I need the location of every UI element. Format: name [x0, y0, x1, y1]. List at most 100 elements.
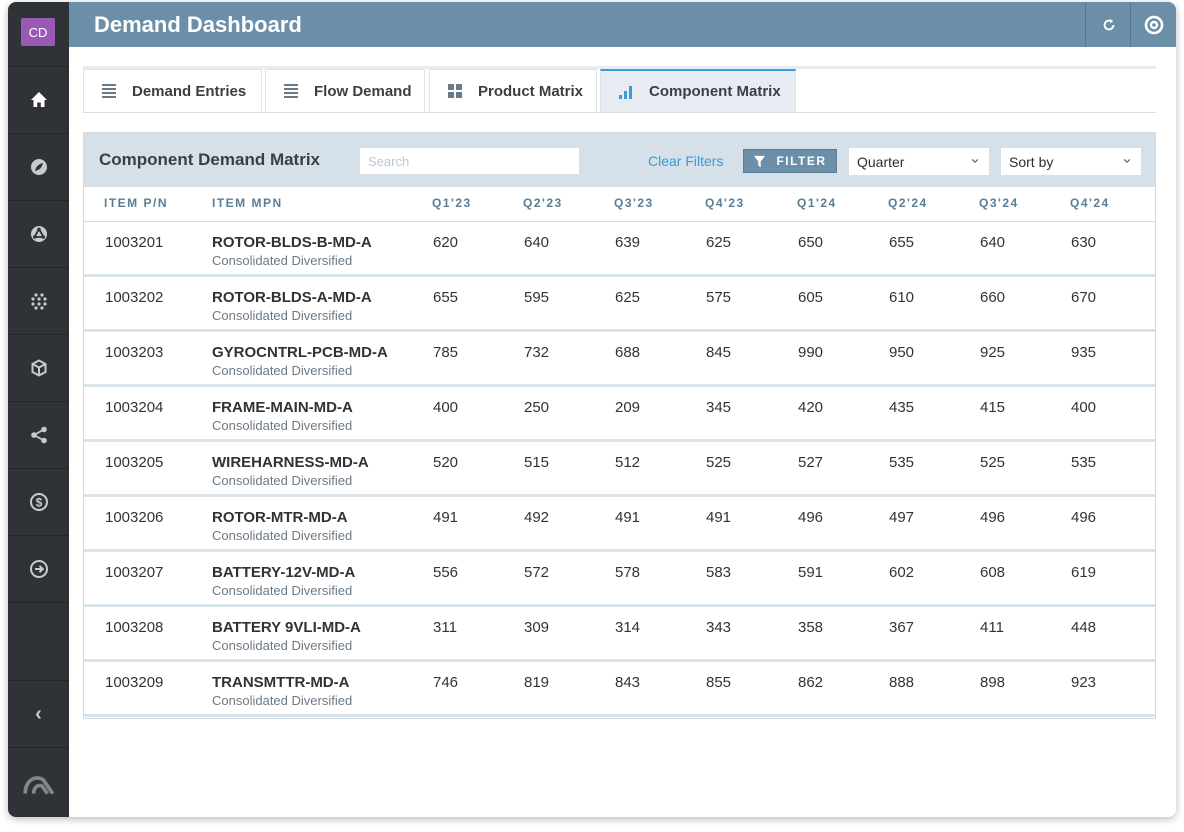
quarter-value: 655	[889, 234, 915, 251]
column-header[interactable]: Q3'23	[614, 196, 654, 210]
quarter-value: 250	[524, 399, 550, 416]
quarter-value: 496	[1071, 509, 1097, 526]
item-pn: 1003205	[105, 454, 164, 471]
refresh-icon	[1103, 18, 1114, 30]
quarter-value: 925	[980, 344, 1006, 361]
table-row[interactable]: 1003206 ROTOR-MTR-MD-A Consolidated Divers…	[84, 497, 1155, 552]
quarter-value: 411	[980, 619, 1004, 636]
sidebar-item-sustainability[interactable]	[8, 133, 69, 200]
item-manufacturer: Consolidated Diversified	[212, 253, 353, 268]
column-header[interactable]: Q2'24	[888, 196, 928, 210]
column-header[interactable]: Q1'24	[797, 196, 837, 210]
table-row[interactable]: 1003202 ROTOR-BLDS-A-MD-A Consolidated Div…	[84, 277, 1155, 332]
item-pn: 1003202	[105, 289, 164, 306]
chevron-down-icon	[971, 158, 979, 164]
chevron-down-icon	[1123, 158, 1131, 164]
sidebar-collapse-button[interactable]: ‹	[8, 680, 69, 747]
quarter-value: 497	[889, 509, 915, 526]
search-input[interactable]	[360, 148, 579, 174]
tab-component-matrix[interactable]: Component Matrix	[600, 69, 796, 112]
panel-title: Component Demand Matrix	[99, 150, 321, 169]
quarter-value: 843	[615, 674, 641, 691]
sidebar-item-home[interactable]	[8, 66, 69, 133]
column-header[interactable]: ITEM MPN	[212, 196, 283, 210]
app-window: CD $ ‹ Dema	[8, 2, 1176, 817]
list-icon	[102, 84, 116, 98]
item-pn: 1003201	[105, 234, 164, 251]
tab-product-matrix[interactable]: Product Matrix	[429, 69, 597, 112]
sidebar-item-finance[interactable]: $	[8, 468, 69, 535]
sort-select[interactable]: Sort by	[1001, 148, 1141, 175]
item-manufacturer: Consolidated Diversified	[212, 308, 353, 323]
quarter-value: 343	[706, 619, 732, 636]
quarter-value: 640	[524, 234, 550, 251]
grid-icon	[448, 84, 462, 98]
quarter-select[interactable]: Quarter	[849, 148, 989, 175]
chevron-left-icon: ‹	[35, 702, 42, 725]
quarter-value: 639	[615, 234, 641, 251]
quarter-value: 625	[706, 234, 732, 251]
account-button[interactable]	[1130, 2, 1176, 47]
refresh-button[interactable]	[1085, 2, 1131, 47]
table-row[interactable]: 1003208 BATTERY 9VLI-MD-A Consolidated Div…	[84, 607, 1155, 662]
column-header[interactable]: Q4'24	[1070, 196, 1110, 210]
sidebar: CD $ ‹	[8, 2, 69, 817]
brand-logo	[8, 747, 69, 817]
table-row[interactable]: 1003204 FRAME-MAIN-MD-A Consolidated Diver…	[84, 387, 1155, 442]
quarter-value: 610	[889, 289, 915, 306]
panel-toolbar: Component Demand Matrix Clear Filters FI…	[84, 133, 1155, 187]
filter-button[interactable]: FILTER	[743, 149, 837, 173]
page-title: Demand Dashboard	[94, 12, 302, 37]
quarter-value: 309	[524, 619, 550, 636]
logo-icon	[22, 776, 54, 795]
tab-label: Demand Entries	[132, 82, 247, 100]
tab-demand-entries[interactable]: Demand Entries	[83, 69, 262, 112]
column-header[interactable]: Q2'23	[523, 196, 563, 210]
item-mpn: BATTERY 9VLI-MD-A	[212, 619, 361, 636]
sidebar-item-export[interactable]	[8, 535, 69, 602]
tab-label: Flow Demand	[314, 82, 412, 100]
column-header[interactable]: Q3'24	[979, 196, 1019, 210]
item-mpn: GYROCNTRL-PCB-MD-A	[212, 344, 388, 361]
svg-text:$: $	[35, 496, 42, 510]
table-row[interactable]: 1003207 BATTERY-12V-MD-A Consolidated Dive…	[84, 552, 1155, 607]
grid-dots-icon	[30, 293, 47, 310]
quarter-value: 650	[798, 234, 824, 251]
arrow-right-circle-icon	[29, 560, 48, 578]
avatar[interactable]: CD	[21, 18, 55, 46]
quarter-value: 314	[615, 619, 641, 636]
quarter-value: 660	[980, 289, 1006, 306]
item-manufacturer: Consolidated Diversified	[212, 583, 353, 598]
quarter-value: 608	[980, 564, 1006, 581]
sidebar-item-share[interactable]	[8, 401, 69, 468]
item-pn: 1003206	[105, 509, 164, 526]
column-header[interactable]: Q4'23	[705, 196, 745, 210]
sidebar-item-products[interactable]	[8, 334, 69, 401]
sidebar-item-network[interactable]	[8, 200, 69, 267]
bar-chart-icon	[619, 85, 632, 99]
table-row[interactable]: 1003205 WIREHARNESS-MD-A Consolidated Dive…	[84, 442, 1155, 497]
item-mpn: ROTOR-BLDS-A-MD-A	[212, 289, 372, 306]
sidebar-item-grid[interactable]	[8, 267, 69, 334]
clear-filters-link[interactable]: Clear Filters	[648, 153, 724, 169]
quarter-value: 923	[1071, 674, 1097, 691]
quarter-value: 491	[433, 509, 459, 526]
item-pn: 1003209	[105, 674, 164, 691]
cube-icon	[31, 359, 46, 377]
table-row[interactable]: 1003203 GYROCNTRL-PCB-MD-A Consolidated Di…	[84, 332, 1155, 387]
quarter-value: 732	[524, 344, 550, 361]
column-header[interactable]: ITEM P/N	[104, 196, 169, 210]
filter-label: FILTER	[776, 154, 827, 168]
sidebar-divider	[8, 602, 69, 603]
column-header[interactable]: Q1'23	[432, 196, 472, 210]
table-row[interactable]: 1003201 ROTOR-BLDS-B-MD-A Consolidated Div…	[84, 222, 1155, 277]
top-header: Demand Dashboard	[69, 2, 1176, 47]
tab-flow-demand[interactable]: Flow Demand	[265, 69, 425, 112]
table-row[interactable]: 1003209 TRANSMTTR-MD-A Consolidated Divers…	[84, 662, 1155, 717]
quarter-value: 527	[798, 454, 824, 471]
quarter-value: 655	[433, 289, 459, 306]
item-pn: 1003203	[105, 344, 164, 361]
quarter-value: 400	[433, 399, 459, 416]
quarter-value: 583	[706, 564, 732, 581]
quarter-value: 862	[798, 674, 824, 691]
